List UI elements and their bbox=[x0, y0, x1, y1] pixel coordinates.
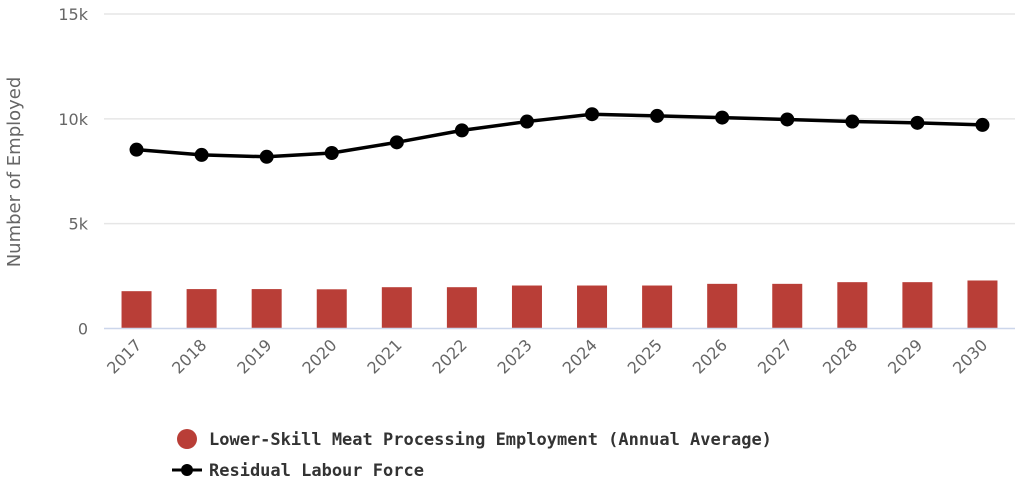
legend: Lower-Skill Meat Processing Employment (… bbox=[172, 429, 772, 481]
x-tick-label: 2025 bbox=[624, 335, 666, 377]
bar[interactable] bbox=[772, 283, 803, 329]
line-point[interactable] bbox=[259, 149, 274, 164]
legend-item-line[interactable]: Residual Labour Force bbox=[172, 461, 424, 481]
x-axis-ticks: 2017 2018 2019 2020 2021 2022 2023 2024 2025 2026… bbox=[103, 335, 991, 377]
bar[interactable] bbox=[642, 285, 673, 329]
bar-series bbox=[121, 280, 998, 329]
line-point[interactable] bbox=[780, 112, 795, 127]
x-tick-label: 2029 bbox=[884, 335, 926, 377]
x-tick-label: 2020 bbox=[298, 335, 340, 377]
x-tick-label: 2027 bbox=[754, 335, 796, 377]
y-tick-label: 15k bbox=[58, 5, 88, 24]
x-tick-label: 2026 bbox=[689, 335, 731, 377]
legend-line-marker-dot bbox=[181, 464, 193, 476]
line-point[interactable] bbox=[975, 117, 990, 132]
line-point[interactable] bbox=[650, 108, 665, 123]
bar[interactable] bbox=[707, 283, 738, 329]
line-point[interactable] bbox=[845, 114, 860, 129]
x-tick-label: 2030 bbox=[949, 335, 991, 377]
y-axis-label: Number of Employed bbox=[4, 77, 25, 268]
bar[interactable] bbox=[902, 282, 933, 329]
x-tick-label: 2021 bbox=[363, 335, 405, 377]
bar[interactable] bbox=[446, 287, 477, 329]
line-series bbox=[129, 107, 990, 164]
x-tick-label: 2018 bbox=[168, 335, 210, 377]
legend-bar-marker bbox=[177, 429, 197, 449]
x-tick-label: 2024 bbox=[559, 335, 601, 377]
line-point[interactable] bbox=[129, 142, 144, 157]
line-point[interactable] bbox=[194, 147, 209, 162]
line-point[interactable] bbox=[389, 135, 404, 150]
legend-item-bars[interactable]: Lower-Skill Meat Processing Employment (… bbox=[177, 429, 772, 450]
line-point[interactable] bbox=[585, 107, 600, 122]
bar[interactable] bbox=[381, 287, 412, 329]
line-point[interactable] bbox=[519, 114, 534, 129]
bar[interactable] bbox=[511, 285, 542, 329]
line-point[interactable] bbox=[454, 123, 469, 138]
y-tick-label: 10k bbox=[58, 110, 88, 129]
x-tick-label: 2017 bbox=[103, 335, 145, 377]
y-axis-ticks: 0 5k 10k 15k bbox=[58, 5, 88, 339]
bar[interactable] bbox=[577, 285, 608, 329]
bar[interactable] bbox=[121, 291, 152, 329]
bar[interactable] bbox=[251, 289, 282, 329]
line-path bbox=[136, 112, 983, 159]
bar[interactable] bbox=[837, 282, 868, 329]
line-point[interactable] bbox=[910, 115, 925, 130]
bar[interactable] bbox=[316, 289, 347, 329]
x-tick-label: 2022 bbox=[428, 335, 470, 377]
x-tick-label: 2028 bbox=[819, 335, 861, 377]
x-tick-label: 2023 bbox=[494, 335, 536, 377]
y-tick-label: 5k bbox=[69, 215, 89, 234]
y-tick-label: 0 bbox=[78, 320, 88, 339]
legend-bar-label: Lower-Skill Meat Processing Employment (… bbox=[209, 430, 772, 450]
line-point[interactable] bbox=[324, 146, 339, 161]
bar[interactable] bbox=[186, 289, 217, 329]
line-point[interactable] bbox=[715, 110, 730, 125]
legend-line-label: Residual Labour Force bbox=[209, 461, 424, 481]
x-tick-label: 2019 bbox=[233, 335, 275, 377]
bar[interactable] bbox=[967, 280, 998, 329]
